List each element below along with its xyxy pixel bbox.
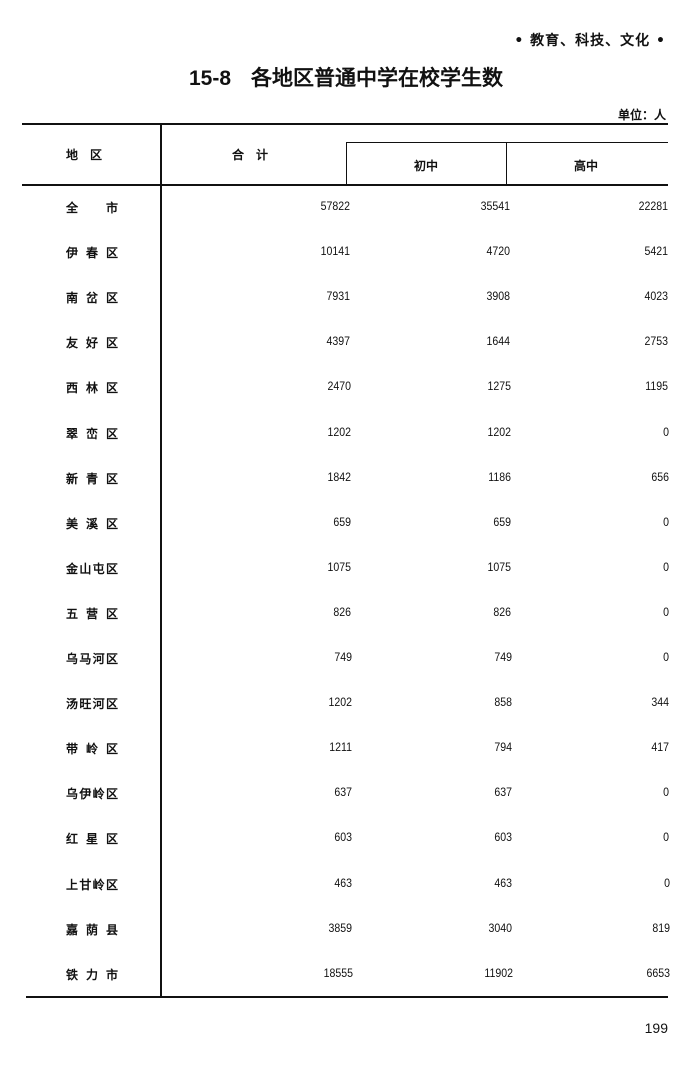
total-cell: 57822 — [320, 199, 350, 213]
junior-cell: 603 — [494, 830, 513, 845]
senior-cell: 0 — [663, 875, 670, 890]
junior-cell: 4720 — [486, 244, 511, 259]
column-header-region: 地 区 — [66, 148, 103, 162]
region-column-divider — [160, 123, 162, 998]
region-cell: 嘉荫县 — [66, 922, 118, 937]
senior-cell: 22281 — [638, 199, 668, 213]
senior-cell: 5421 — [644, 244, 669, 259]
junior-cell: 1186 — [488, 469, 511, 484]
senior-cell: 1195 — [645, 379, 669, 394]
subheader-left-divider — [346, 142, 347, 185]
junior-cell: 35541 — [480, 199, 510, 213]
junior-cell: 858 — [494, 695, 512, 710]
senior-cell: 0 — [663, 604, 669, 619]
page-title: 15-8 各地区普通中学在校学生数 — [0, 62, 692, 92]
senior-cell: 4023 — [644, 289, 669, 304]
junior-cell: 749 — [493, 650, 512, 664]
senior-cell: 0 — [663, 650, 669, 664]
senior-cell: 819 — [651, 920, 670, 935]
junior-cell: 3908 — [486, 289, 511, 304]
column-header-total: 合 计 — [232, 148, 269, 162]
region-cell: 金山屯区 — [66, 561, 118, 576]
senior-cell: 2753 — [644, 334, 669, 349]
total-cell: 1211 — [329, 740, 352, 755]
senior-cell: 417 — [651, 740, 670, 755]
senior-cell: 656 — [650, 469, 669, 484]
junior-cell: 637 — [494, 785, 512, 800]
senior-cell: 0 — [663, 785, 670, 800]
region-cell: 全市 — [66, 201, 118, 215]
junior-cell: 794 — [494, 740, 512, 755]
junior-cell: 826 — [493, 604, 512, 619]
total-cell: 2470 — [327, 379, 351, 394]
total-cell: 603 — [334, 830, 353, 845]
region-cell: 上甘岭区 — [66, 877, 118, 892]
region-cell: 西林区 — [66, 381, 118, 396]
region-cell: 红星区 — [66, 832, 118, 847]
total-cell: 659 — [333, 514, 352, 529]
junior-cell: 3040 — [488, 920, 513, 935]
senior-cell: 0 — [663, 830, 670, 845]
total-cell: 1842 — [327, 469, 351, 484]
section-header: • 教育、科技、文化 • — [514, 33, 666, 49]
total-cell: 826 — [333, 604, 352, 619]
senior-cell: 0 — [662, 424, 669, 439]
region-cell: 乌伊岭区 — [66, 787, 118, 802]
junior-cell: 463 — [494, 875, 513, 890]
total-cell: 637 — [334, 785, 352, 800]
table-title: 各地区普通中学在校学生数 — [251, 66, 504, 90]
column-header-senior: 高中 — [574, 159, 599, 173]
senior-cell: 6653 — [646, 965, 670, 980]
total-cell: 1202 — [328, 695, 352, 710]
unit-label: 单位：人 — [617, 108, 666, 122]
junior-cell: 11902 — [483, 965, 513, 980]
total-cell: 7931 — [326, 289, 351, 304]
region-cell: 南岔区 — [66, 291, 118, 306]
region-cell: 伊春区 — [66, 246, 118, 261]
total-cell: 463 — [334, 875, 353, 890]
table-number: 15-8 — [188, 67, 232, 90]
table-top-rule — [22, 123, 668, 125]
junior-cell: 1075 — [487, 559, 512, 574]
junior-cell: 1275 — [487, 379, 511, 394]
total-cell: 3859 — [328, 920, 353, 935]
column-header-junior: 初中 — [414, 159, 439, 173]
header-bottom-rule — [22, 184, 668, 186]
total-cell: 18555 — [323, 965, 353, 980]
subheader-mid-divider — [506, 142, 507, 185]
senior-cell: 344 — [651, 695, 670, 710]
total-cell: 1202 — [327, 424, 351, 439]
total-cell: 1075 — [327, 559, 352, 574]
region-cell: 新青区 — [66, 471, 118, 486]
senior-cell: 0 — [662, 514, 669, 529]
region-cell: 五营区 — [66, 606, 118, 621]
total-cell: 4397 — [326, 334, 351, 349]
table-bottom-rule — [26, 996, 668, 998]
region-cell: 翠峦区 — [66, 426, 118, 441]
region-cell: 友好区 — [66, 336, 118, 351]
region-cell: 乌马河区 — [66, 652, 118, 666]
region-cell: 汤旺河区 — [66, 697, 118, 712]
junior-cell: 1644 — [486, 334, 511, 349]
total-cell: 749 — [333, 650, 352, 664]
region-cell: 美溪区 — [66, 516, 118, 531]
region-cell: 带岭区 — [66, 742, 118, 757]
total-cell: 10141 — [320, 244, 351, 259]
senior-cell: 0 — [662, 559, 669, 574]
junior-cell: 659 — [493, 514, 512, 529]
page-number: 199 — [644, 1020, 668, 1036]
subheader-rule — [346, 142, 668, 143]
region-cell: 铁力市 — [66, 967, 118, 982]
junior-cell: 1202 — [487, 424, 511, 439]
